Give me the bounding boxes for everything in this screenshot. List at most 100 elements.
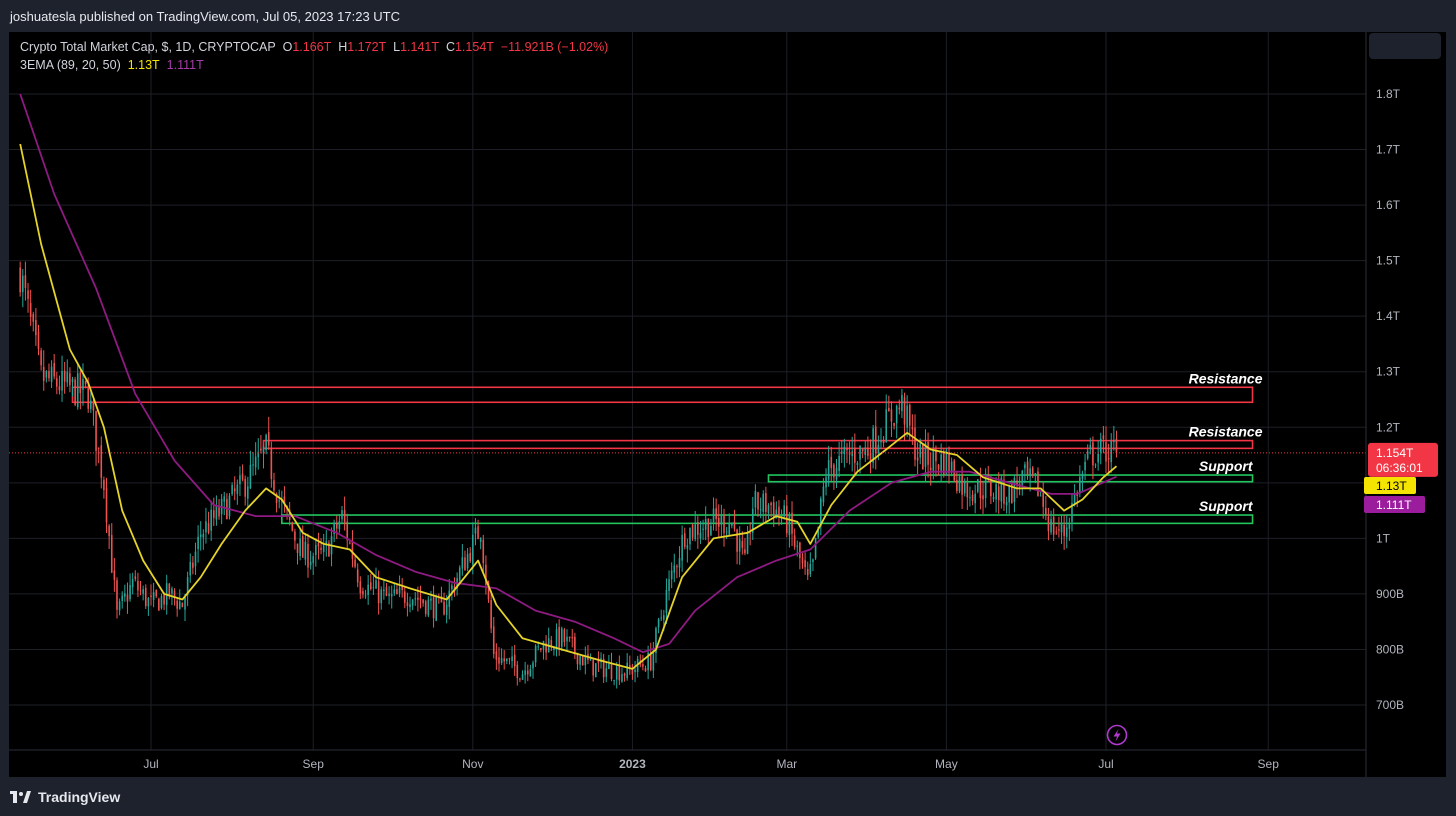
- candle-body: [1008, 484, 1010, 503]
- candle-body: [424, 601, 427, 614]
- candle-body: [79, 372, 82, 394]
- candle-body: [126, 594, 129, 602]
- ema-tag: [1364, 477, 1416, 494]
- candle-body: [665, 589, 668, 614]
- candle-body: [37, 331, 40, 350]
- candle-body: [846, 448, 848, 451]
- candle-body: [1060, 522, 1063, 533]
- lightning-icon-circle: [1106, 724, 1128, 746]
- candle-body: [555, 629, 558, 650]
- candle-body: [725, 531, 728, 533]
- ema-tag-value: 1.13T: [1376, 479, 1407, 493]
- brand[interactable]: TradingView: [10, 789, 120, 805]
- candle-body: [291, 522, 294, 531]
- candle-body: [84, 380, 87, 385]
- candle-body: [343, 509, 346, 523]
- candle-body: [1026, 461, 1029, 476]
- candle-body: [1107, 457, 1110, 460]
- candle-body: [197, 536, 199, 550]
- legend-c-label: C: [445, 40, 455, 54]
- candle-body: [458, 567, 461, 581]
- candle-body: [176, 600, 178, 609]
- candle-body: [427, 599, 430, 616]
- candle-body: [63, 370, 66, 382]
- candle-body: [1031, 467, 1034, 475]
- candle-body: [924, 443, 927, 467]
- candle-body: [205, 521, 207, 533]
- candle-body: [105, 488, 108, 523]
- candle-body: [974, 493, 976, 504]
- candle-body: [691, 524, 694, 538]
- legend-symbol[interactable]: Crypto Total Market Cap, $, 1D, CRYPTOCA…: [20, 40, 276, 54]
- candle-body: [260, 448, 262, 451]
- candle-body: [388, 593, 390, 596]
- candle-body: [553, 647, 555, 650]
- resistance-label: Resistance: [1189, 424, 1263, 440]
- candle-body: [812, 559, 814, 562]
- candle-body: [969, 497, 971, 499]
- candle-body: [605, 668, 608, 677]
- candle-body: [445, 604, 448, 616]
- legend-c-value: 1.154T: [454, 40, 494, 54]
- candle-body: [1063, 524, 1065, 537]
- candle-body: [171, 588, 173, 594]
- support-label: Support: [1199, 458, 1254, 474]
- candle-body: [712, 508, 715, 524]
- resistance-zone: [71, 386, 1254, 404]
- candle-body: [529, 669, 532, 677]
- candle-body: [817, 526, 819, 538]
- candle-body: [320, 547, 322, 550]
- candle-body: [398, 587, 401, 594]
- candle-body: [540, 648, 542, 650]
- candle-body: [116, 580, 118, 610]
- y-tick-label: 1.7T: [1376, 143, 1401, 157]
- candle-body: [833, 464, 835, 478]
- candle-body: [720, 514, 723, 525]
- candle-body: [124, 593, 126, 597]
- candle-body: [158, 598, 160, 611]
- candle-body: [576, 652, 579, 665]
- candle-body: [1000, 477, 1003, 502]
- candle-body: [309, 561, 312, 566]
- chart-corner-button[interactable]: [1369, 33, 1441, 59]
- candle-body: [621, 674, 623, 682]
- candle-body: [602, 658, 605, 678]
- candle-body: [652, 650, 655, 671]
- candle-body: [440, 596, 443, 603]
- candle-body: [500, 658, 503, 663]
- candle-body: [508, 658, 511, 660]
- candle-body: [992, 496, 995, 500]
- candle-body: [66, 371, 69, 383]
- candle-body: [152, 592, 155, 600]
- candle-body: [895, 406, 898, 424]
- candle-body: [1097, 453, 1099, 463]
- published-text: joshuatesla published on TradingView.com…: [10, 9, 401, 24]
- candle-body: [435, 596, 437, 621]
- candle-body: [490, 600, 492, 629]
- candle-body: [178, 601, 181, 609]
- candle-body: [1052, 516, 1055, 535]
- candle-body: [971, 494, 974, 502]
- candle-body: [728, 522, 731, 535]
- candle-body: [432, 596, 435, 619]
- candle-body: [1037, 471, 1039, 497]
- candle-body: [278, 500, 281, 502]
- candle-body: [364, 595, 367, 597]
- candle-body: [322, 545, 325, 553]
- candle-body: [948, 452, 950, 473]
- candle-body: [511, 656, 513, 662]
- candle-body: [676, 566, 678, 568]
- candle-body: [796, 545, 799, 547]
- candle-body: [935, 449, 937, 462]
- candle-body: [304, 541, 307, 560]
- candle-body: [982, 495, 984, 500]
- candle-body: [301, 536, 304, 558]
- candle-body: [385, 586, 388, 596]
- legend-ema-label[interactable]: 3EMA (89, 20, 50): [20, 58, 121, 72]
- candle-body: [215, 505, 218, 520]
- candle-body: [976, 479, 979, 492]
- candle-body: [799, 542, 801, 559]
- chart-area[interactable]: [9, 32, 1446, 777]
- candle-body: [791, 512, 793, 534]
